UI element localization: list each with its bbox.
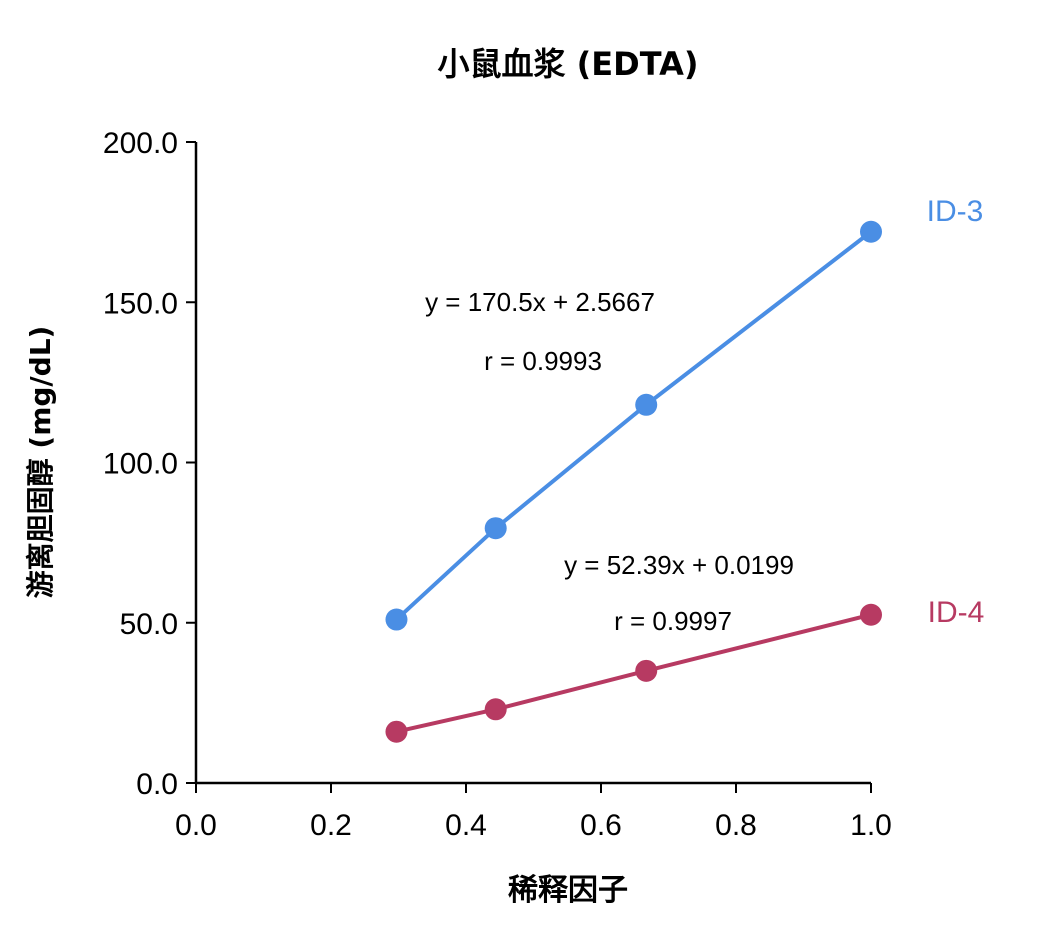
chart-title: 小鼠血浆 (EDTA) <box>438 45 699 83</box>
series-id-4 <box>385 603 882 743</box>
x-tick-label: 0.0 <box>175 809 217 842</box>
x-axis-label: 稀释因子 <box>508 873 628 908</box>
x-tick-label: 0.8 <box>715 809 757 842</box>
series-line-id-3 <box>395 230 873 622</box>
data-point-id-4[interactable] <box>635 659 658 682</box>
y-tick-label: 150.0 <box>103 287 178 320</box>
data-point-id-4[interactable] <box>385 720 408 743</box>
series-id-3 <box>385 220 882 631</box>
y-tick-label: 200.0 <box>103 127 178 160</box>
r-value-id-3: r = 0.9993 <box>484 346 602 376</box>
equation-id-3: y = 170.5x + 2.5667 <box>425 287 655 317</box>
data-point-id-4[interactable] <box>860 603 882 626</box>
x-tick-label: 0.2 <box>310 809 352 842</box>
series-layer <box>385 220 882 743</box>
data-point-id-3[interactable] <box>635 393 658 416</box>
x-tick-label: 0.6 <box>580 809 622 842</box>
data-point-id-3[interactable] <box>860 220 882 243</box>
series-label-id-4: ID-4 <box>928 596 985 629</box>
y-tick-label: 100.0 <box>103 448 178 481</box>
r-value-id-4: r = 0.9997 <box>614 606 732 636</box>
y-tick-label: 0.0 <box>136 768 178 801</box>
y-tick-label: 50.0 <box>120 608 178 641</box>
equation-id-4: y = 52.39x + 0.0199 <box>564 550 794 580</box>
y-axis-label: 游离胆固醇 (mg/dL) <box>24 326 57 599</box>
x-axis-ticks: 0.0 0.2 0.4 0.6 0.8 1.0 <box>175 783 892 842</box>
series-label-id-3: ID-3 <box>927 195 984 228</box>
series-line-id-4 <box>396 612 872 734</box>
data-point-id-4[interactable] <box>484 698 507 721</box>
data-point-id-3[interactable] <box>385 608 408 631</box>
x-tick-label: 1.0 <box>850 809 892 842</box>
data-point-id-3[interactable] <box>484 517 507 540</box>
x-tick-label: 0.4 <box>445 809 487 842</box>
y-axis-ticks: 0.0 50.0 100.0 150.0 200.0 <box>103 127 196 801</box>
